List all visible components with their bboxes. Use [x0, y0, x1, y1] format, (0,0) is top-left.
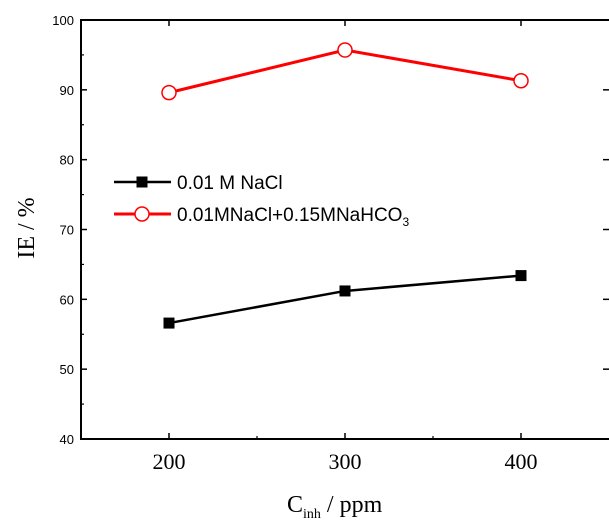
plot-frame: [80, 19, 609, 440]
x-axis-title-main: C: [287, 492, 303, 518]
y-tick-label: 40: [60, 432, 74, 447]
legend-label-main: 0.01 M NaCl: [177, 173, 283, 194]
series-0-point: [163, 317, 175, 329]
x-axis-title-subscript: inh: [303, 507, 321, 522]
x-tick-label: 300: [329, 449, 362, 474]
y-tick-label: 90: [60, 83, 74, 98]
y-axis-title: IE / %: [14, 197, 40, 258]
legend-swatch-marker: [134, 206, 150, 222]
axis-ticks: 40 50 60 70 80 90 100 200 300 400: [52, 13, 609, 474]
y-tick-label: 50: [60, 362, 74, 377]
series-0: [163, 270, 527, 329]
y-tick-label: 70: [60, 223, 74, 238]
x-axis-title: Cinh / ppm: [287, 492, 383, 522]
series-1-point: [513, 73, 529, 89]
series-layer: [161, 42, 529, 329]
x-tick-label: 400: [505, 449, 538, 474]
legend-entry-1: 0.01MNaCl+0.15MNaHCO3: [114, 205, 409, 229]
legend-entry-0: 0.01 M NaCl: [114, 173, 283, 194]
legend-label-main: 0.01MNaCl+0.15MNaHCO: [177, 205, 402, 226]
legend: 0.01 M NaCl 0.01MNaCl+0.15MNaHCO3: [114, 173, 409, 229]
series-0-point: [339, 285, 351, 297]
x-tick-label: 200: [153, 449, 186, 474]
series-1-point: [161, 84, 177, 101]
x-axis-title-rest: / ppm: [321, 492, 383, 518]
legend-label: 0.01 M NaCl: [177, 173, 283, 194]
series-0-line: [168, 274, 522, 325]
series-1: [161, 42, 529, 101]
y-tick-label: 100: [52, 13, 74, 28]
legend-label-subscript: 3: [402, 215, 409, 229]
y-tick-label: 60: [60, 292, 74, 307]
legend-label: 0.01MNaCl+0.15MNaHCO3: [177, 205, 409, 229]
series-0-point: [515, 270, 527, 282]
legend-swatch-marker: [136, 176, 148, 188]
y-tick-label: 80: [60, 153, 74, 168]
plot-border: [80, 19, 609, 440]
series-1-point: [337, 42, 353, 58]
